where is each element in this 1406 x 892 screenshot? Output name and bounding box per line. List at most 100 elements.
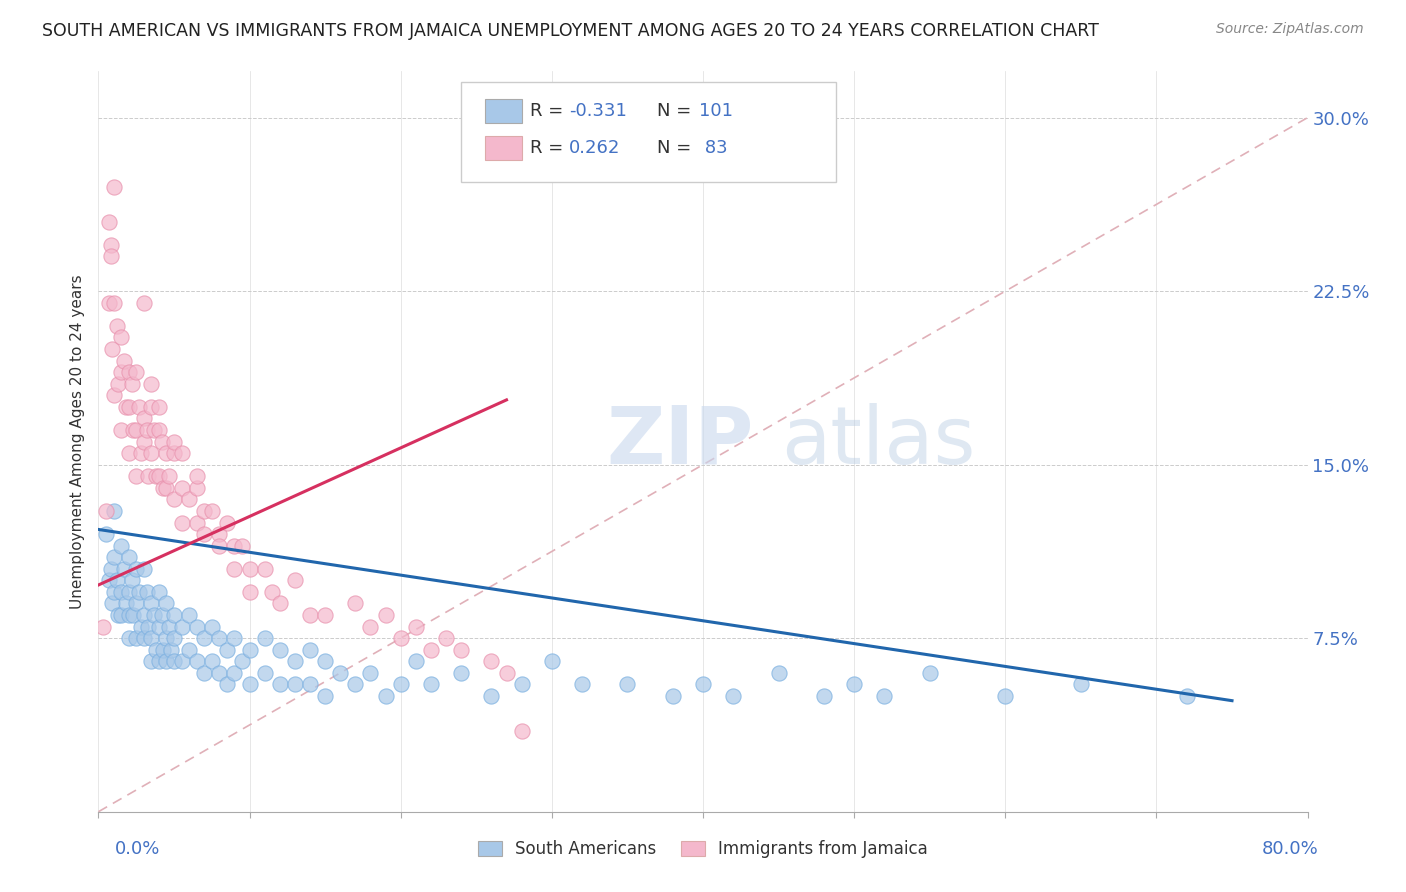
Text: -0.331: -0.331 — [569, 102, 627, 120]
Point — [389, 631, 412, 645]
Point — [129, 446, 152, 460]
Point — [186, 481, 208, 495]
Point — [1070, 677, 1092, 691]
Point — [94, 527, 117, 541]
Point — [121, 376, 143, 391]
Text: SOUTH AMERICAN VS IMMIGRANTS FROM JAMAICA UNEMPLOYMENT AMONG AGES 20 TO 24 YEARS: SOUTH AMERICAN VS IMMIGRANTS FROM JAMAIC… — [42, 22, 1099, 40]
Point — [389, 677, 412, 691]
Point — [118, 446, 141, 460]
Y-axis label: Unemployment Among Ages 20 to 24 years: Unemployment Among Ages 20 to 24 years — [69, 274, 84, 609]
Point — [208, 527, 231, 541]
Point — [374, 689, 396, 703]
Point — [201, 504, 224, 518]
Point — [122, 608, 145, 623]
Point — [186, 516, 208, 530]
Point — [813, 689, 835, 703]
Point — [114, 400, 136, 414]
Point — [284, 654, 307, 668]
Point — [141, 631, 163, 645]
Point — [208, 665, 231, 680]
Point — [132, 295, 155, 310]
Point — [103, 585, 125, 599]
Point — [360, 665, 382, 680]
Text: R =: R = — [530, 138, 569, 157]
Point — [661, 689, 683, 703]
Point — [155, 446, 177, 460]
Point — [193, 527, 215, 541]
Point — [918, 665, 941, 680]
Point — [269, 597, 291, 611]
Point — [170, 481, 193, 495]
Point — [314, 689, 336, 703]
Point — [148, 619, 170, 633]
Point — [284, 677, 307, 691]
Point — [100, 238, 122, 252]
Point — [141, 654, 163, 668]
Text: Source: ZipAtlas.com: Source: ZipAtlas.com — [1216, 22, 1364, 37]
Point — [163, 608, 186, 623]
Point — [170, 446, 193, 460]
Point — [450, 665, 472, 680]
Text: 0.0%: 0.0% — [115, 840, 160, 858]
Point — [105, 574, 128, 588]
Point — [540, 654, 562, 668]
Text: R =: R = — [530, 102, 569, 120]
Point — [121, 574, 143, 588]
Point — [155, 481, 177, 495]
Point — [128, 585, 150, 599]
Point — [215, 516, 238, 530]
Point — [136, 469, 159, 483]
Point — [91, 619, 114, 633]
Point — [148, 654, 170, 668]
Point — [110, 423, 132, 437]
Point — [132, 411, 155, 425]
Point — [141, 400, 163, 414]
Point — [208, 631, 231, 645]
Point — [112, 353, 135, 368]
Point — [103, 295, 125, 310]
Point — [201, 654, 224, 668]
Point — [163, 631, 186, 645]
FancyBboxPatch shape — [485, 136, 522, 161]
Point — [145, 469, 167, 483]
Point — [405, 654, 427, 668]
Point — [101, 597, 124, 611]
Point — [145, 642, 167, 657]
Point — [148, 469, 170, 483]
Point — [129, 619, 152, 633]
Point — [186, 654, 208, 668]
Point — [299, 608, 322, 623]
Point — [141, 597, 163, 611]
Point — [107, 608, 129, 623]
Point — [170, 654, 193, 668]
Text: 101: 101 — [699, 102, 734, 120]
Point — [143, 608, 166, 623]
Point — [253, 631, 276, 645]
Point — [215, 677, 238, 691]
Point — [170, 619, 193, 633]
Point — [193, 665, 215, 680]
Point — [155, 654, 177, 668]
Point — [110, 608, 132, 623]
Point — [510, 723, 533, 738]
Point — [107, 376, 129, 391]
Point — [420, 677, 443, 691]
Point — [150, 608, 173, 623]
Point — [159, 619, 181, 633]
Point — [768, 665, 790, 680]
Point — [148, 400, 170, 414]
Point — [112, 562, 135, 576]
Point — [420, 642, 443, 657]
Point — [148, 423, 170, 437]
Point — [481, 689, 503, 703]
Point — [231, 654, 253, 668]
Point — [344, 597, 367, 611]
Point — [125, 597, 148, 611]
Point — [450, 642, 472, 657]
Text: ZIP: ZIP — [606, 402, 754, 481]
Point — [224, 539, 246, 553]
Legend: South Americans, Immigrants from Jamaica: South Americans, Immigrants from Jamaica — [470, 831, 936, 866]
Point — [132, 562, 155, 576]
Point — [405, 619, 427, 633]
Point — [118, 550, 141, 565]
